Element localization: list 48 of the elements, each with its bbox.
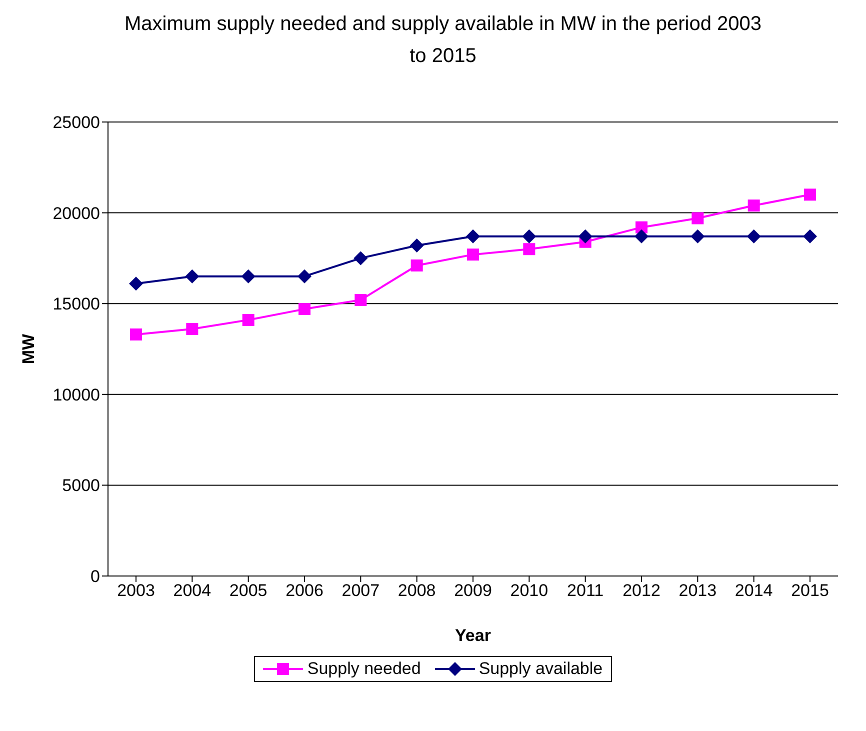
y-tick-label: 20000 [52,204,100,223]
x-tick-label: 2015 [791,581,829,600]
legend-label: Supply needed [306,659,421,679]
y-tick-label: 15000 [52,294,100,314]
point [522,229,536,244]
y-tick-label: 0 [90,567,100,586]
point [746,229,761,244]
x-tick-label: 2011 [567,581,604,600]
y-tick-label: 25000 [52,113,100,132]
point [186,323,198,336]
point [354,294,367,306]
point [242,314,254,326]
x-tick-label: 2005 [229,581,268,600]
point [298,303,310,316]
x-tick-label: 2004 [173,581,212,600]
point [804,188,816,201]
point [241,269,256,284]
point [185,269,200,284]
point [748,200,760,212]
point [130,328,142,340]
x-tick-label: 2010 [510,581,548,600]
y-axis-title: MW [19,332,38,364]
point [523,243,536,256]
point [690,229,705,244]
x-tick-label: 2014 [734,581,773,600]
point [466,229,480,244]
x-tick-label: 2012 [622,581,660,600]
x-axis-title: Year [455,626,492,645]
point [354,251,368,266]
point [410,259,423,272]
point [467,248,479,261]
x-tick-label: 2013 [678,581,717,600]
point [298,269,312,284]
x-tick-label: 2006 [286,581,324,600]
chart-title: Maximum supply needed and supply available in MW in the period 2003 to 2015 [123,12,763,69]
y-tick-label: 10000 [52,385,100,404]
point [410,238,424,252]
x-tick-label: 2008 [398,581,436,600]
x-tick-label: 2003 [117,581,155,600]
legend-label: Supply available [478,659,603,679]
y-tick-label: 5000 [62,476,100,496]
point [692,212,704,224]
point [129,276,143,291]
point [578,229,592,244]
point [803,229,817,244]
point [634,229,648,244]
x-tick-label: 2007 [342,581,380,600]
x-tick-label: 2009 [454,581,492,600]
